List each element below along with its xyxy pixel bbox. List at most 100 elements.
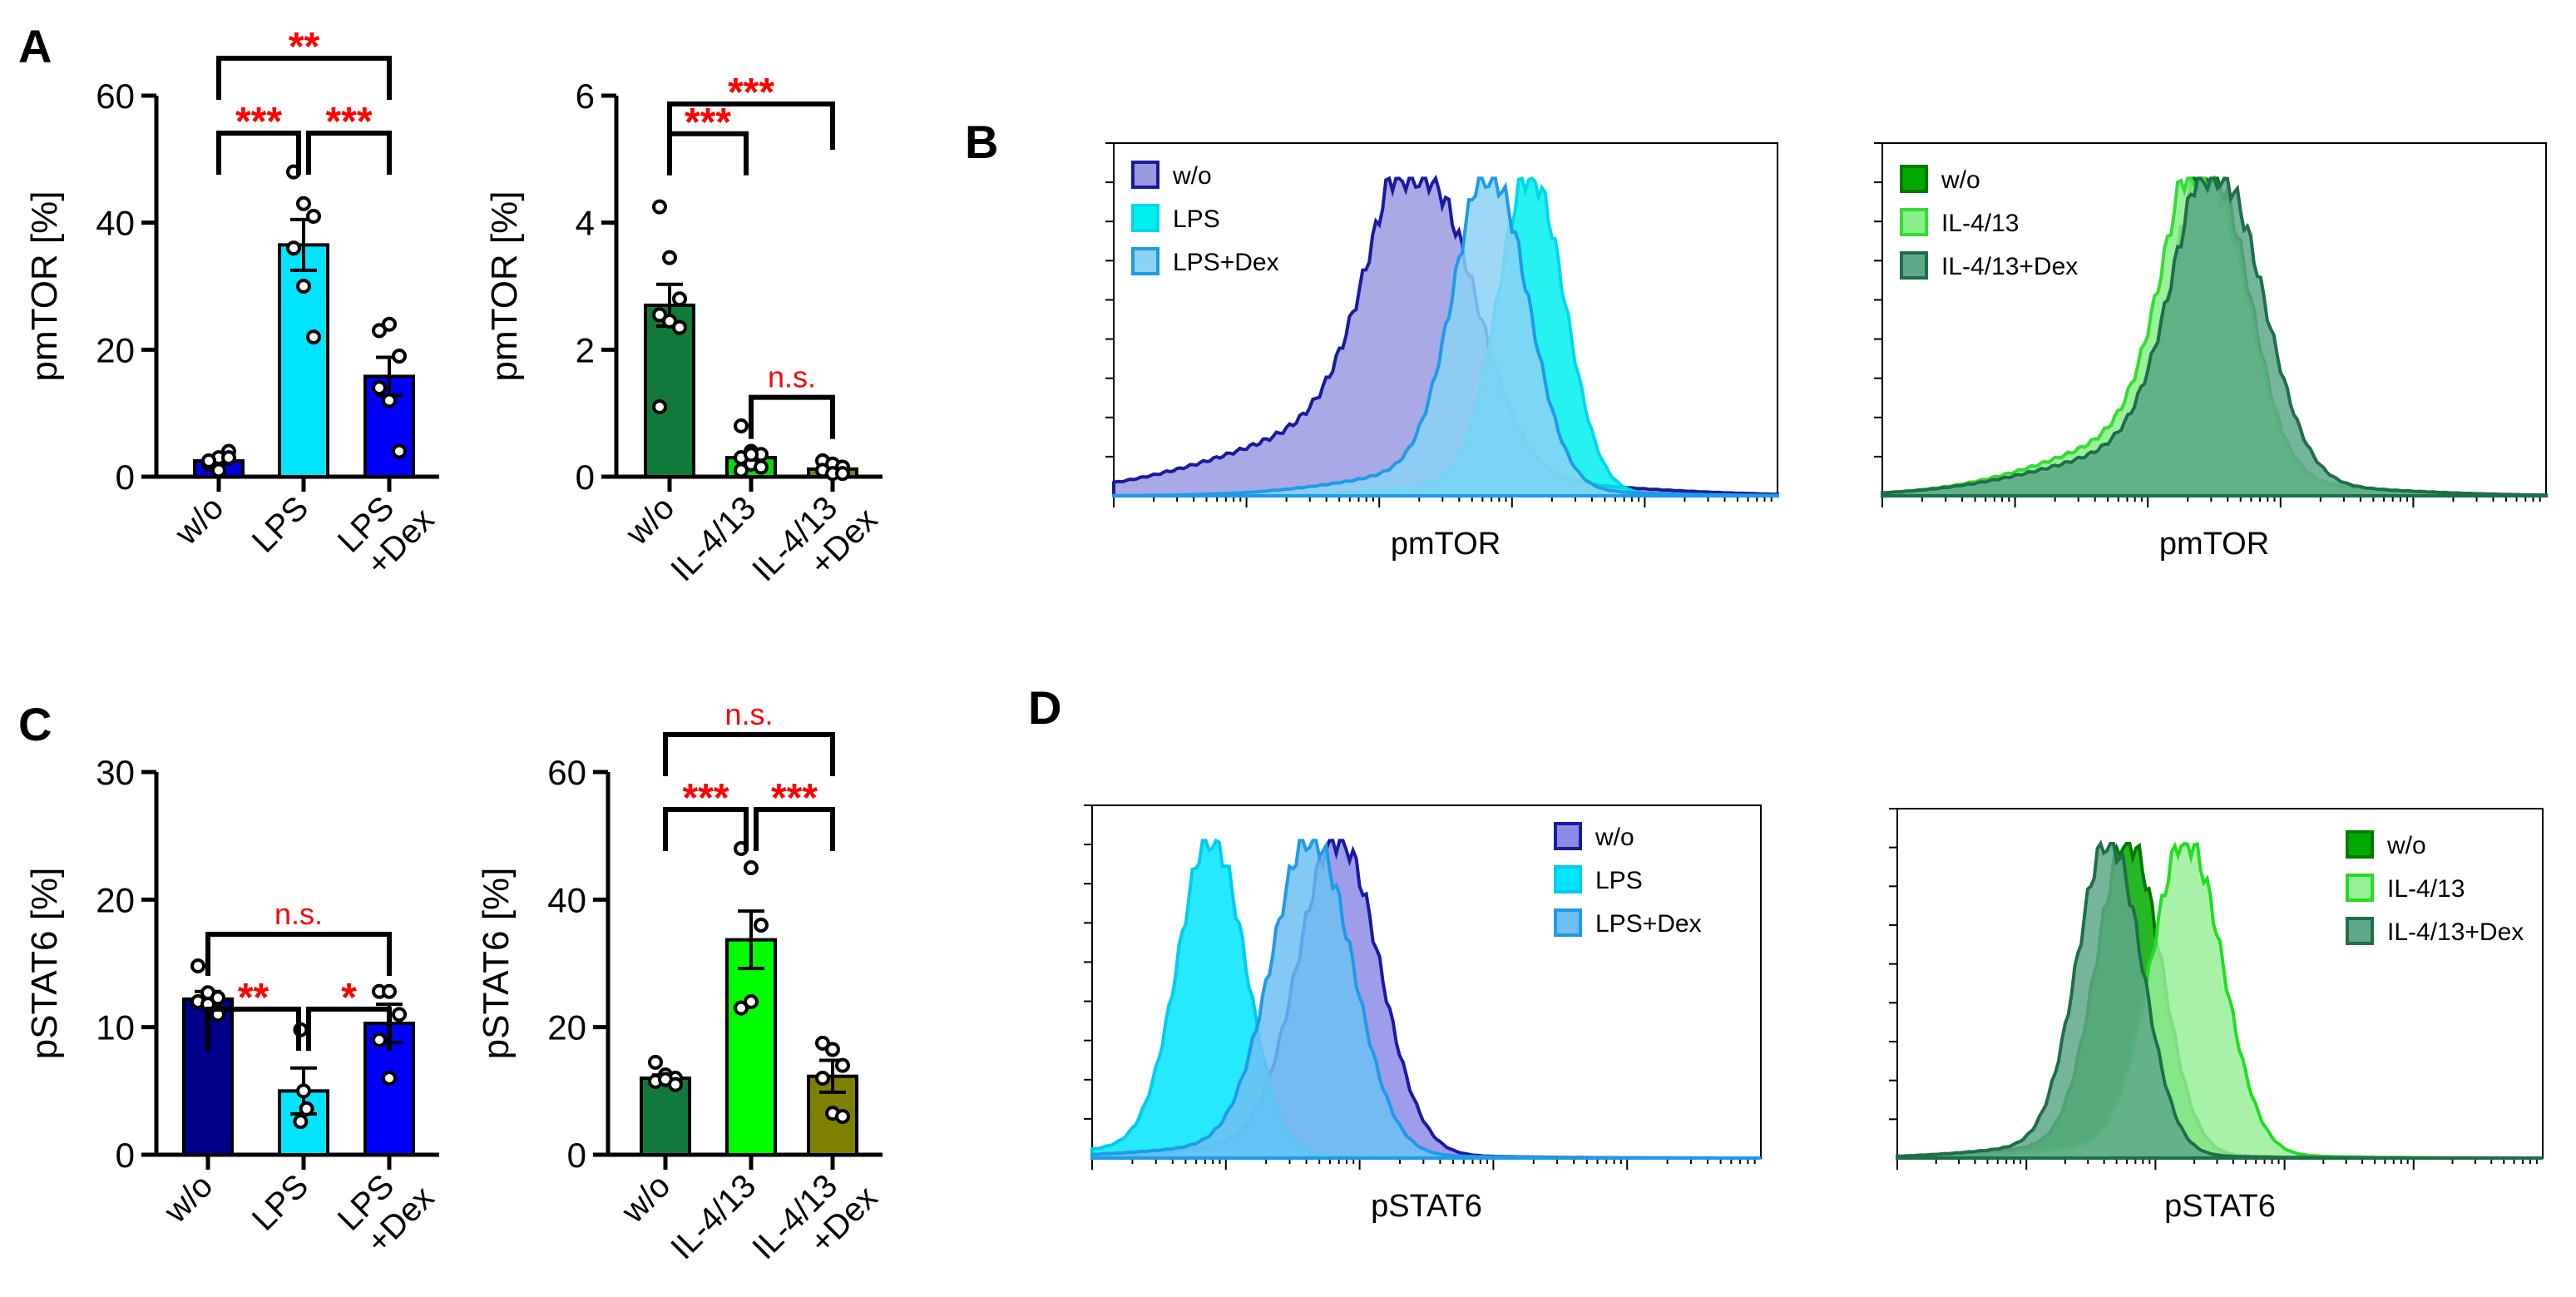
data-point — [296, 279, 311, 294]
data-point — [392, 443, 407, 459]
x-tick-label-line: w/o — [168, 489, 231, 552]
y-tick-label: 60 — [547, 753, 586, 792]
data-point — [662, 250, 677, 265]
significance-label: n.s. — [768, 360, 816, 394]
panel-label-d: D — [1028, 681, 1061, 734]
significance-bracket — [663, 732, 835, 776]
significance-label: *** — [325, 100, 372, 144]
x-tick-label: IL-4/13 — [664, 489, 763, 588]
data-point — [293, 1114, 309, 1130]
significance-bracket — [749, 394, 835, 439]
y-tick-label: 6 — [576, 77, 595, 116]
significance-bracket — [205, 1007, 301, 1051]
legend-swatch — [1900, 251, 1928, 280]
data-point — [306, 329, 321, 345]
data-point — [672, 319, 687, 335]
data-point — [296, 196, 311, 211]
y-tick-label: 40 — [96, 204, 135, 243]
histogram-il-4-13-dex — [1881, 176, 2548, 498]
legend-label: w/o — [1595, 824, 1634, 851]
legend-label: w/o — [1941, 166, 1980, 194]
legend-label: LPS — [1595, 867, 1643, 894]
x-axis-label: pSTAT6 — [2164, 1189, 2276, 1224]
data-point — [372, 1032, 387, 1047]
data-point — [392, 348, 407, 364]
chart-b2: w/o IL-4/13 IL-4/13+Dex pmTOR — [1874, 142, 2548, 562]
significance-label: *** — [771, 776, 818, 820]
y-tick-label: 0 — [567, 1136, 586, 1175]
significance-bracket — [667, 131, 749, 176]
data-point — [662, 313, 677, 329]
legend-label: LPS+Dex — [1173, 249, 1279, 276]
legend-label: IL-4/13 — [1941, 210, 2019, 237]
x-tick-label: IL-4/13 — [664, 1167, 763, 1266]
y-axis-label: pSTAT6 [%] — [24, 868, 65, 1060]
data-point — [744, 447, 759, 463]
data-point — [652, 307, 667, 323]
data-point — [382, 393, 397, 408]
y-tick-label: 0 — [116, 458, 135, 497]
data-point — [754, 459, 769, 475]
data-point — [835, 466, 850, 482]
data-point — [652, 199, 667, 215]
x-tick-label: LPS+Dex — [331, 475, 442, 586]
x-axis-label: pSTAT6 — [1371, 1189, 1482, 1224]
legend-label: IL-4/13+Dex — [1941, 253, 2078, 280]
significance-label: *** — [235, 100, 282, 144]
significance-bracket — [754, 807, 835, 851]
significance-label: *** — [682, 776, 729, 820]
chart-b1: w/o LPS LPS+Dex pmTOR — [1105, 142, 1779, 562]
data-point — [296, 1083, 311, 1099]
significance-label: ** — [238, 976, 269, 1020]
legend-label: IL-4/13+Dex — [2387, 918, 2524, 946]
data-point — [190, 958, 205, 974]
data-point — [382, 316, 397, 332]
y-tick-label: 0 — [576, 458, 595, 497]
significance-bracket — [306, 1007, 392, 1051]
data-point — [392, 1007, 407, 1022]
data-point — [382, 983, 397, 999]
y-axis-label: pmTOR [%] — [24, 191, 65, 381]
data-point — [825, 1042, 840, 1057]
data-point — [835, 1109, 850, 1124]
panel-label-b: B — [965, 116, 998, 168]
data-point — [835, 1057, 850, 1073]
x-tick-label: LPS+Dex — [331, 1153, 442, 1264]
data-point — [648, 1054, 663, 1070]
x-tick-label: IL-4/13+Dex — [745, 1153, 884, 1292]
panel-label-a: A — [18, 20, 52, 72]
data-point — [815, 1071, 830, 1086]
legend-label: IL-4/13 — [2387, 875, 2465, 903]
legend-swatch — [1554, 865, 1582, 894]
data-point — [734, 418, 749, 433]
x-tick-label-line: w/o — [619, 489, 682, 552]
significance-label: * — [341, 976, 357, 1020]
x-tick-label-line: w/o — [157, 1167, 220, 1230]
data-point — [382, 1071, 397, 1086]
x-tick-label-line: LPS — [245, 1167, 316, 1238]
significance-label: *** — [685, 101, 731, 145]
histogram-lps-dex — [1090, 839, 1761, 1160]
data-point — [306, 209, 321, 225]
data-point — [652, 399, 667, 415]
histogram-il-4-13-dex — [1896, 839, 2543, 1160]
histogram-lps-dex — [1112, 176, 1779, 498]
y-tick-label: 20 — [96, 330, 135, 369]
y-tick-label: 20 — [96, 880, 135, 919]
legend-swatch — [1131, 247, 1159, 275]
data-point — [299, 1101, 314, 1116]
significance-label: n.s. — [274, 897, 323, 931]
legend-label: LPS+Dex — [1595, 910, 1702, 938]
data-point — [744, 860, 759, 875]
bar — [363, 1022, 415, 1156]
legend-label: w/o — [1172, 162, 1212, 190]
significance-label: ** — [289, 25, 320, 69]
x-tick-label: w/o — [168, 489, 231, 552]
data-point — [734, 463, 749, 478]
bar — [640, 1077, 691, 1156]
